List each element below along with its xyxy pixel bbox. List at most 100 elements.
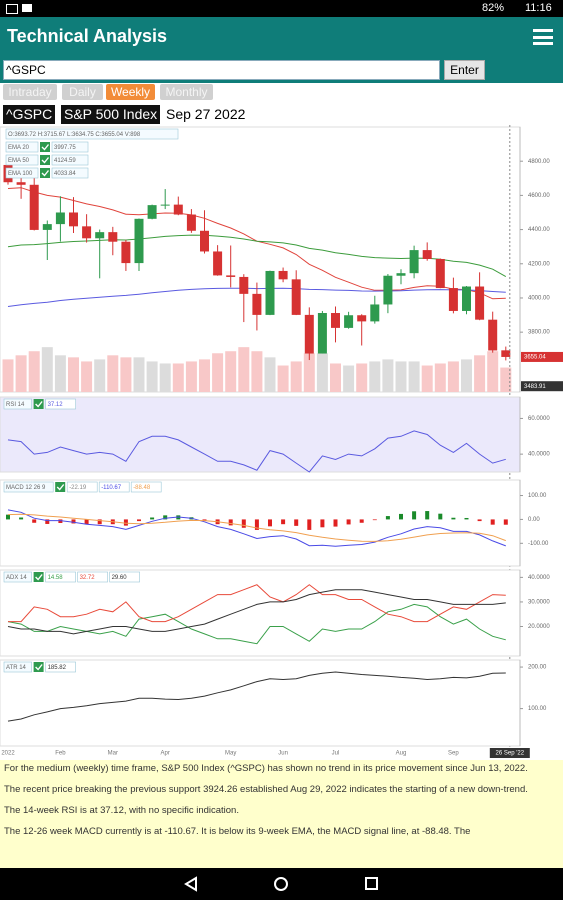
histogram-bar bbox=[71, 519, 76, 524]
legend-box bbox=[3, 661, 32, 673]
indicator-line bbox=[7, 430, 506, 473]
volume-bar bbox=[487, 351, 499, 392]
y-tick-label: 60.0000 bbox=[528, 416, 550, 422]
legend-check bbox=[40, 168, 50, 178]
panel bbox=[0, 569, 521, 657]
candle-body bbox=[42, 224, 52, 230]
histogram-bar bbox=[464, 517, 469, 520]
x-tick-label: 2022 bbox=[1, 751, 15, 757]
legend-text: 185.82 bbox=[48, 665, 67, 671]
y-tick-label: 4600.00 bbox=[528, 193, 550, 199]
volume-bar bbox=[251, 351, 263, 392]
legend-text: RSI 14 bbox=[6, 402, 25, 408]
legend-box bbox=[5, 128, 179, 140]
indicator-line bbox=[7, 671, 506, 722]
legend-box bbox=[45, 398, 76, 410]
candle-body bbox=[488, 319, 498, 351]
y-tick-label: 3800.00 bbox=[528, 330, 550, 336]
last-price: 3655.04 bbox=[524, 355, 546, 361]
volume-bar bbox=[81, 361, 93, 392]
legend-text: ATR 14 bbox=[6, 665, 27, 671]
legend-text: EMA 50 bbox=[8, 158, 30, 164]
symbol-input[interactable]: ^GSPC bbox=[3, 60, 440, 80]
y-tick-label: 20.0000 bbox=[528, 624, 550, 630]
candle-body bbox=[291, 279, 301, 315]
volume-bar bbox=[172, 363, 184, 392]
x-tick-label: Mar bbox=[108, 751, 118, 757]
volume-bar bbox=[107, 355, 119, 392]
analysis-paragraph: For the medium (weekly) time frame, S&P … bbox=[4, 763, 528, 774]
candle-body bbox=[304, 314, 314, 354]
check-mark bbox=[41, 157, 50, 164]
legend-check bbox=[33, 399, 44, 409]
clock: 11:16 bbox=[525, 2, 552, 14]
volume-bar bbox=[290, 361, 302, 392]
volume-bar bbox=[212, 353, 224, 392]
candle-body bbox=[95, 232, 105, 239]
nav-icons bbox=[184, 876, 378, 892]
x-tick-label: May bbox=[225, 751, 236, 757]
candle-body bbox=[370, 304, 380, 322]
histogram-bar bbox=[359, 519, 364, 523]
legend-text: -110.67 bbox=[101, 485, 122, 491]
crosshair-date-box bbox=[489, 748, 530, 758]
legend-box bbox=[98, 481, 130, 493]
histogram-bar bbox=[268, 519, 272, 527]
histogram-bar bbox=[490, 519, 495, 525]
volume-bar bbox=[474, 355, 486, 392]
histogram-bar bbox=[97, 519, 102, 525]
y-tick-label: 100.00 bbox=[528, 706, 547, 712]
app-title: Technical Analysis bbox=[7, 26, 168, 46]
status-bar: 82% 11:16 bbox=[0, 0, 563, 17]
histogram-bar bbox=[19, 517, 24, 520]
tab[interactable]: Weekly bbox=[106, 84, 155, 100]
date-label: Sep 27 2022 bbox=[166, 106, 246, 122]
legend-text: -22.19 bbox=[69, 485, 87, 491]
enter-button[interactable]: Enter bbox=[444, 60, 485, 80]
legend-box bbox=[66, 481, 98, 493]
tab[interactable]: Intraday bbox=[3, 84, 57, 100]
legend-box bbox=[3, 398, 32, 410]
volume-bar bbox=[41, 347, 53, 392]
volume-bar bbox=[68, 357, 79, 392]
candle-body bbox=[448, 288, 458, 311]
recents-button[interactable] bbox=[365, 877, 378, 890]
volume-bar bbox=[395, 361, 407, 392]
volume-bar bbox=[199, 359, 210, 392]
volume-bar bbox=[369, 361, 381, 392]
volume-bar bbox=[303, 353, 315, 392]
volume-bar bbox=[408, 361, 420, 392]
indicator-line bbox=[7, 603, 506, 645]
candle-body bbox=[409, 250, 419, 274]
y-tick-label: 200.00 bbox=[528, 665, 547, 671]
candle-body bbox=[55, 212, 65, 225]
check-mark bbox=[35, 574, 43, 581]
legend-text: ADX 14 bbox=[6, 575, 27, 581]
histogram-bar bbox=[477, 519, 482, 522]
legend-check bbox=[55, 482, 66, 492]
tab[interactable]: Monthly bbox=[160, 84, 213, 100]
indicator-line bbox=[7, 589, 506, 635]
legend-text: -88.48 bbox=[133, 485, 151, 491]
histogram-bar bbox=[228, 519, 233, 526]
volume-bar bbox=[120, 357, 132, 392]
crosshair-date: 26 Sep '22 bbox=[496, 751, 525, 757]
menu-button[interactable] bbox=[533, 29, 553, 45]
volume-bar bbox=[382, 359, 394, 392]
histogram-bar bbox=[294, 519, 299, 526]
legend-box bbox=[3, 481, 54, 493]
crosshair-price-box bbox=[521, 381, 563, 392]
x-tick-label: Aug bbox=[396, 751, 407, 757]
legend-text: 14.58 bbox=[48, 575, 64, 581]
tab[interactable]: Daily bbox=[62, 84, 103, 100]
legend-box bbox=[51, 154, 89, 166]
back-button[interactable] bbox=[184, 876, 197, 892]
notification-icon bbox=[22, 4, 32, 12]
volume-bar bbox=[330, 363, 341, 392]
legend-text: 3997.75 bbox=[54, 145, 76, 151]
volume-bar bbox=[264, 357, 276, 392]
candle-body bbox=[252, 293, 262, 315]
home-button[interactable] bbox=[274, 877, 288, 891]
candle-body bbox=[357, 315, 367, 322]
histogram-bar bbox=[163, 515, 168, 520]
